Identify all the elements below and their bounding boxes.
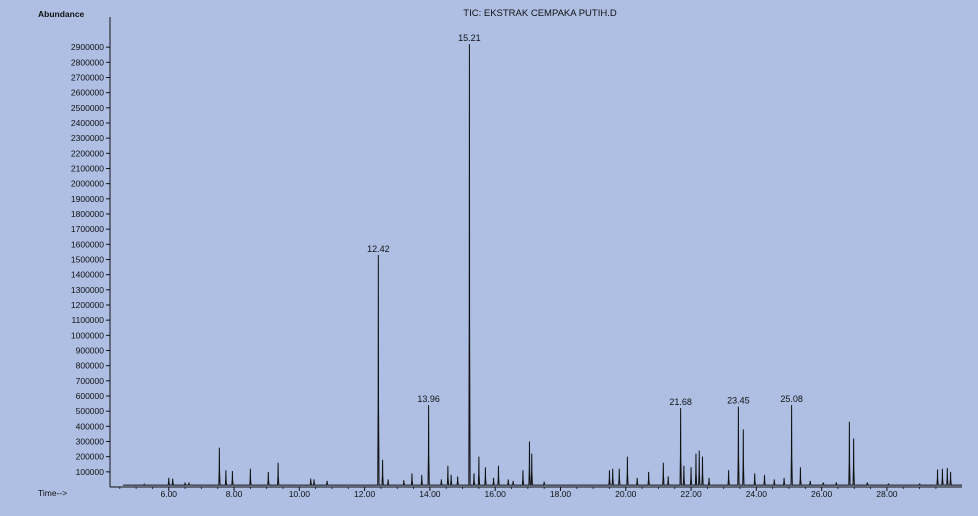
x-tick-label: 28.00 — [876, 489, 898, 499]
y-tick-label: 2100000 — [71, 163, 104, 173]
y-tick-label: 1300000 — [71, 285, 104, 295]
x-tick-label: 10.00 — [289, 489, 311, 499]
peak-label: 21.68 — [669, 397, 692, 407]
x-axis: 6.00 8.00 10.00 12.00 14.00 16.00 18.00 20.00 22… — [110, 486, 962, 499]
y-tick-label: 200000 — [76, 452, 105, 462]
y-tick-label: 1900000 — [71, 194, 104, 204]
x-tick-label: 8.00 — [226, 489, 243, 499]
y-tick-label: 2300000 — [71, 133, 104, 143]
y-tick-label: 300000 — [76, 436, 105, 446]
y-tick-label: 1000000 — [71, 330, 104, 340]
y-axis: 100000 200000 300000 400000 500000 600000 7000… — [71, 17, 111, 487]
peak-label: 12.42 — [367, 244, 390, 254]
y-tick-label: 1500000 — [71, 254, 104, 264]
y-tick-label: 2400000 — [71, 118, 104, 128]
x-tick-label: 6.00 — [160, 489, 177, 499]
y-tick-label: 1700000 — [71, 224, 104, 234]
y-tick-label: 600000 — [76, 391, 105, 401]
y-tick-label: 700000 — [76, 376, 105, 386]
y-tick-label: 800000 — [76, 361, 105, 371]
y-tick-label: 1200000 — [71, 300, 104, 310]
y-tick-label: 2900000 — [71, 42, 104, 52]
y-axis-label: Abundance — [38, 9, 85, 19]
y-tick-label: 2800000 — [71, 57, 104, 67]
x-tick-label: 26.00 — [811, 489, 833, 499]
tic-trace — [123, 44, 962, 486]
y-tick-label: 1400000 — [71, 270, 104, 280]
chart-title: TIC: EKSTRAK CEMPAKA PUTIH.D — [463, 8, 617, 19]
x-tick-label: 14.00 — [419, 489, 441, 499]
peak-label: 13.96 — [417, 394, 440, 404]
y-tick-label: 2500000 — [71, 103, 104, 113]
y-tick-label: 400000 — [76, 421, 105, 431]
x-tick-label: 22.00 — [680, 489, 702, 499]
x-tick-label: 18.00 — [550, 489, 572, 499]
y-tick-label: 900000 — [76, 345, 105, 355]
y-tick-label: 1100000 — [72, 315, 105, 325]
y-tick-label: 2000000 — [71, 179, 104, 189]
x-tick-label: 16.00 — [485, 489, 507, 499]
y-tick-label: 1600000 — [71, 239, 104, 249]
y-tick-label: 1800000 — [71, 209, 104, 219]
y-tick-label: 100000 — [76, 467, 105, 477]
x-tick-label: 12.00 — [354, 489, 376, 499]
x-axis-label: Time--> — [38, 488, 67, 498]
x-tick-label: 20.00 — [615, 489, 637, 499]
peak-labels: 12.42 13.96 15.21 21.68 23.45 25.08 — [367, 33, 803, 407]
peak-label: 15.21 — [458, 33, 481, 43]
peak-label: 23.45 — [727, 396, 750, 406]
peak-label: 25.08 — [780, 394, 803, 404]
y-tick-label: 2600000 — [71, 88, 104, 98]
y-tick-label: 2700000 — [71, 72, 104, 82]
x-tick-label: 24.00 — [746, 489, 768, 499]
y-tick-label: 500000 — [76, 406, 105, 416]
y-tick-label: 2200000 — [71, 148, 104, 158]
